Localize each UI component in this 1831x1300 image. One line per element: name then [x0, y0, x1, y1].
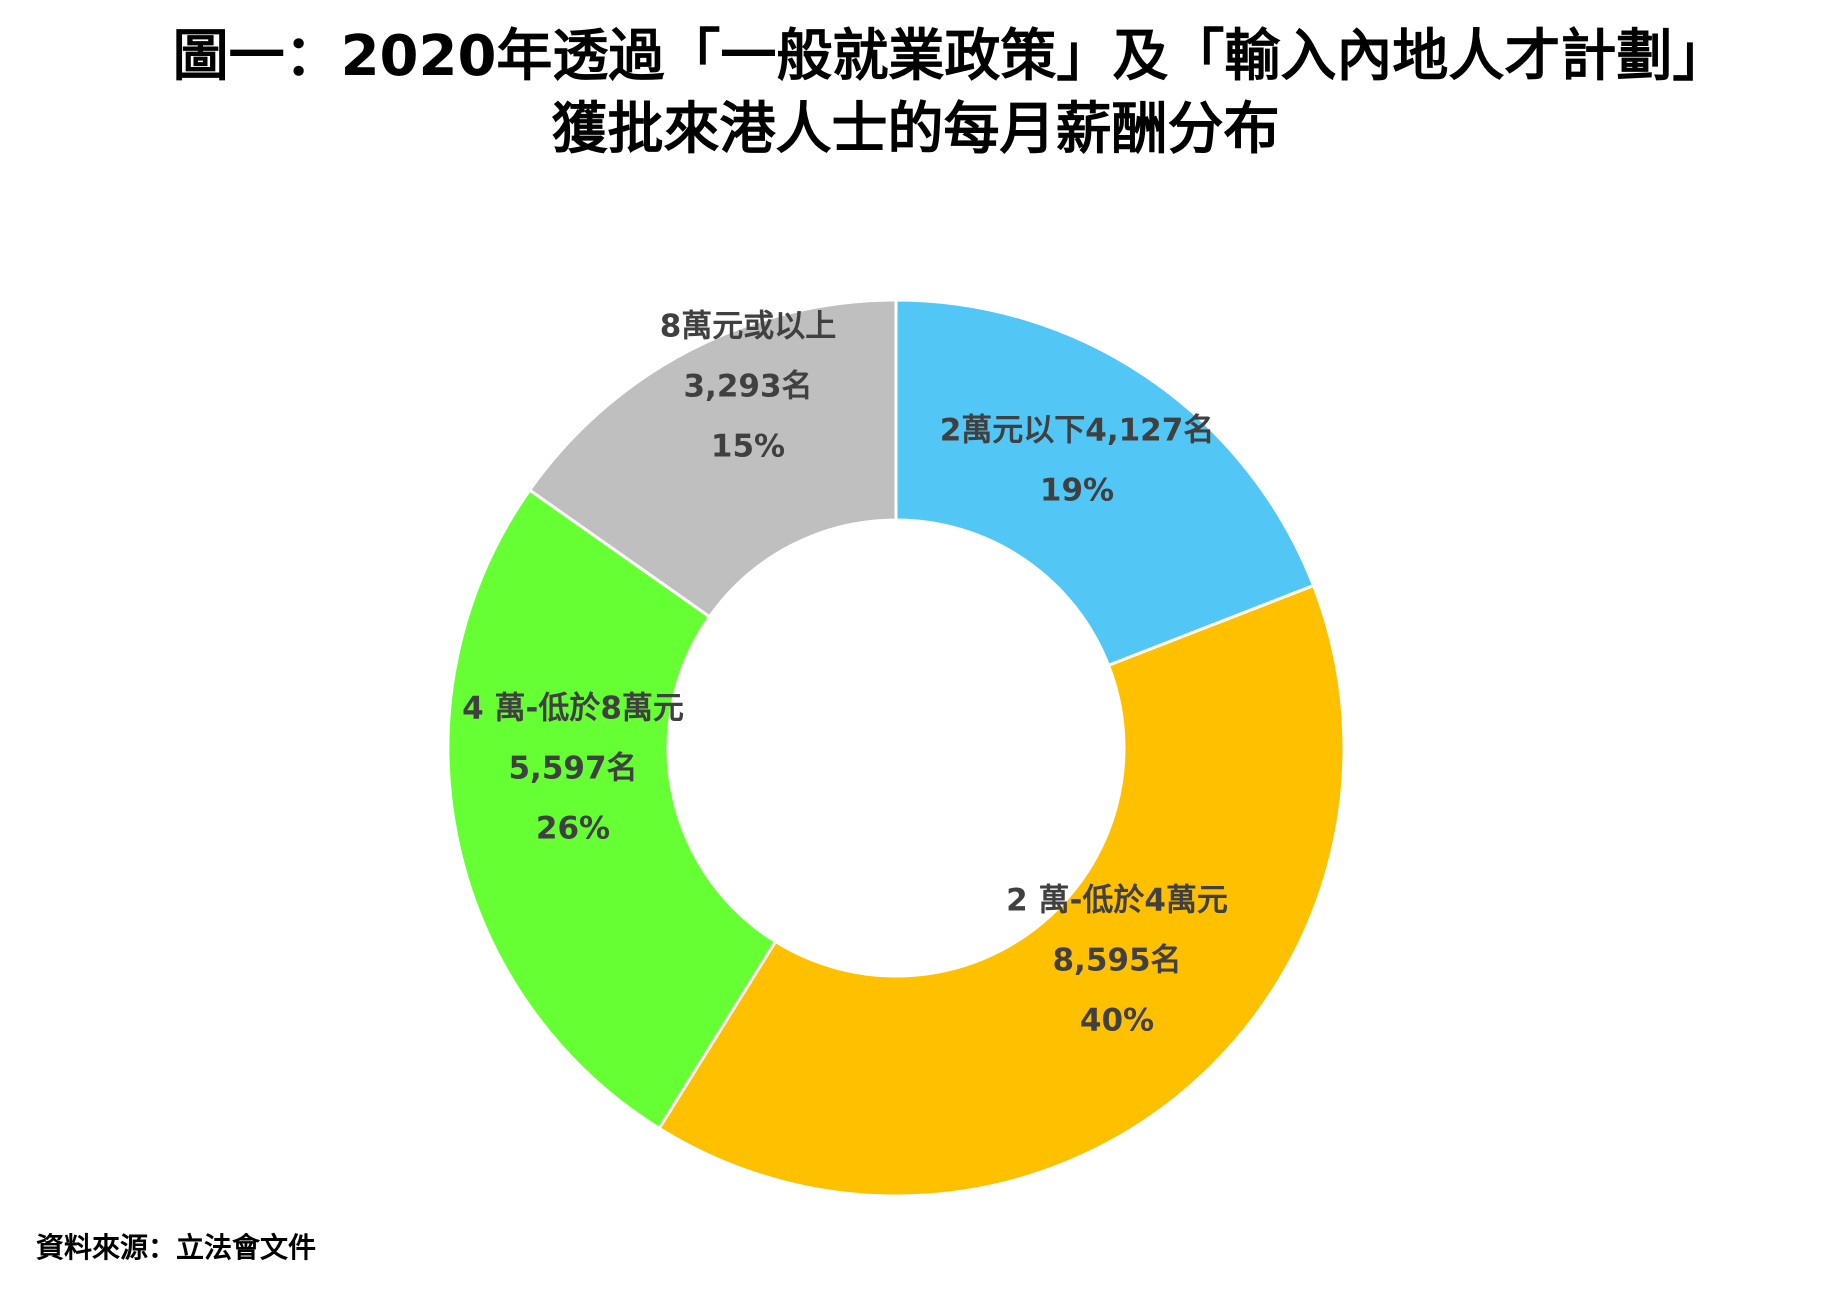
slice-labels: 2萬元以下4,127名 19% 2 萬-低於4萬元 8,595名 40% 4 萬-低於8萬… [462, 309, 1228, 1039]
slice-label-count-2: 8,595名 [1052, 943, 1181, 979]
donut-slices [446, 298, 1346, 1198]
donut-slice-1 [894, 298, 1316, 668]
slice-label-count-4: 3,293名 [683, 369, 812, 405]
donut-slice-2 [657, 583, 1346, 1198]
slice-label-percent-1: 19% [1040, 473, 1114, 509]
slice-label-name-count-1: 2萬元以下4,127名 [940, 413, 1215, 449]
slice-label-name-4: 8萬元或以上 [660, 309, 837, 345]
donut-slice-3 [446, 488, 778, 1131]
slice-label-count-3: 5,597名 [508, 751, 637, 787]
donut-slice-4 [527, 298, 898, 619]
slice-label-name-3: 4 萬-低於8萬元 [462, 691, 684, 727]
slice-label-percent-3: 26% [536, 811, 610, 847]
chart-title-line-1: 圖一：2020年透過「一般就業政策」及「輸入內地人才計劃」 [172, 24, 1729, 89]
slice-label-name-2: 2 萬-低於4萬元 [1006, 883, 1228, 919]
chart-title-line-2: 獲批來港人士的每月薪酬分布 [551, 97, 1280, 162]
source-note: 資料來源：立法會文件 [36, 1231, 317, 1264]
slice-label-percent-4: 15% [711, 429, 785, 465]
slice-label-percent-2: 40% [1080, 1003, 1154, 1039]
